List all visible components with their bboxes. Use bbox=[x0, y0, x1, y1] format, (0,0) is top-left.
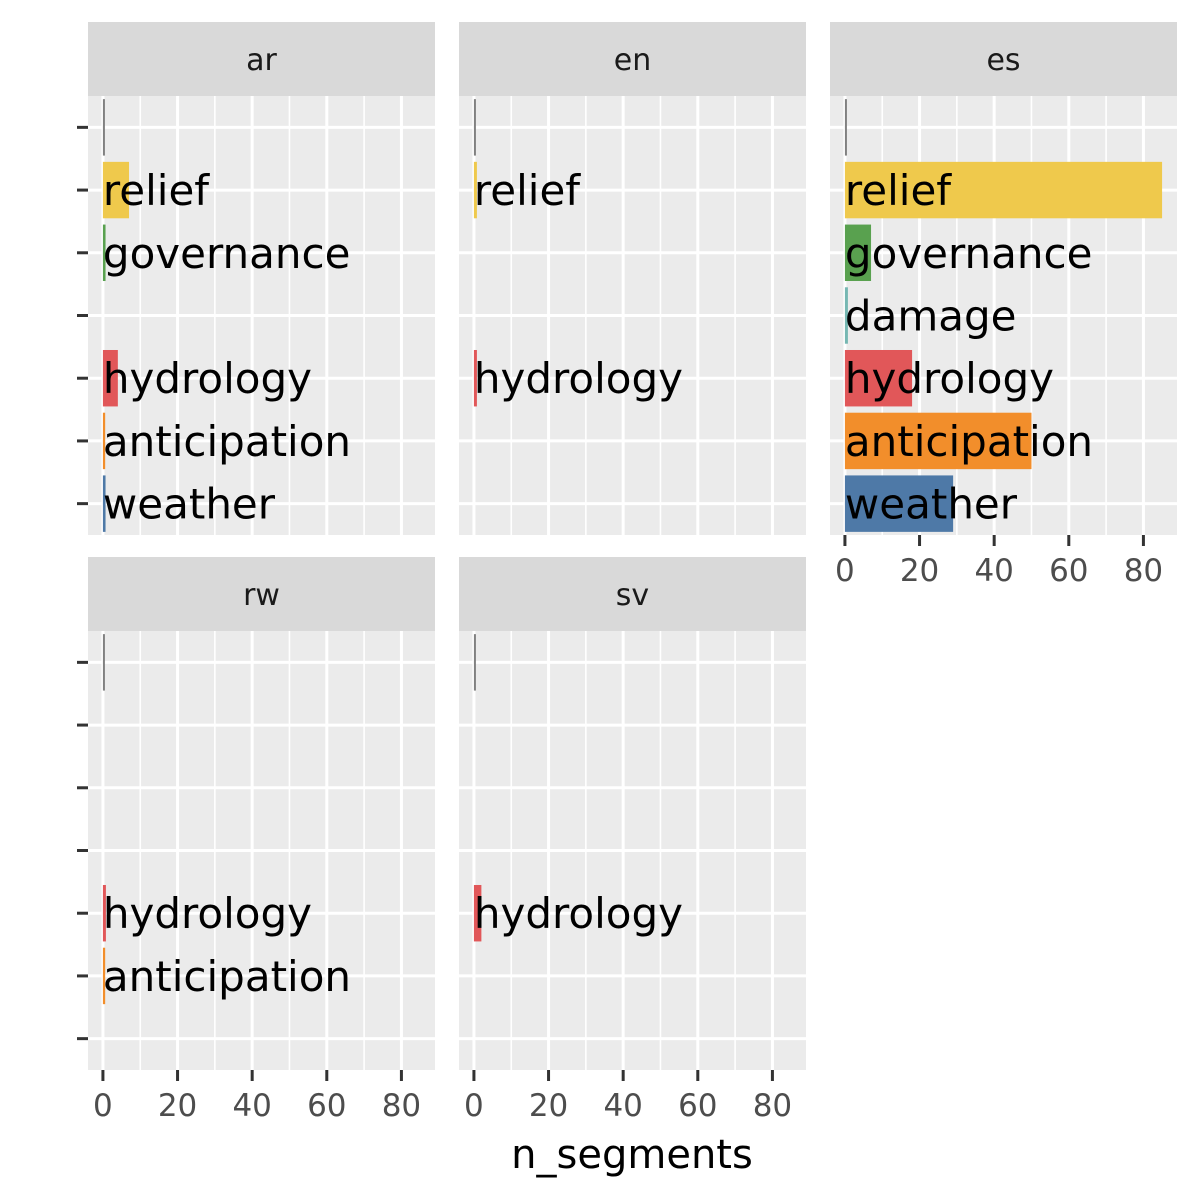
bar-governance bbox=[102, 224, 106, 282]
bar-hydrology bbox=[102, 884, 106, 942]
bar-hydrology bbox=[473, 349, 477, 407]
bar-relief bbox=[844, 161, 1163, 219]
bar-label: weather bbox=[845, 480, 1018, 529]
x-tick-label: 60 bbox=[678, 1088, 717, 1124]
bar-label: hydrology bbox=[845, 354, 1054, 403]
bar-anticipation bbox=[844, 412, 1032, 470]
bar-blank bbox=[102, 99, 105, 156]
bar-relief bbox=[473, 161, 477, 219]
facet-strip-label: sv bbox=[616, 578, 649, 613]
bar-label: governance bbox=[103, 229, 351, 278]
x-tick-label: 60 bbox=[307, 1088, 346, 1124]
bar-label: hydrology bbox=[474, 889, 683, 938]
x-tick-label: 80 bbox=[1124, 553, 1163, 589]
bar-blank bbox=[844, 99, 847, 156]
bar-label: damage bbox=[845, 292, 1017, 341]
facet-panel-rw: rw hydrology anticipation 0 20 40 60 80 bbox=[77, 557, 435, 1124]
x-axis-title: n_segments bbox=[511, 1132, 753, 1178]
facet-panel-en: en relief hydrology bbox=[459, 22, 806, 535]
bar-label: hydrology bbox=[103, 354, 312, 403]
x-tick-label: 80 bbox=[753, 1088, 792, 1124]
bar-governance bbox=[844, 224, 872, 282]
x-tick-label: 60 bbox=[1049, 553, 1088, 589]
facet-strip bbox=[88, 22, 435, 96]
bar-label: anticipation bbox=[103, 417, 351, 466]
facet-panel-sv: sv hydrology 0 20 40 60 80 bbox=[459, 557, 806, 1124]
facet-strip bbox=[459, 557, 806, 631]
bar-label: anticipation bbox=[845, 417, 1093, 466]
x-tick-label: 40 bbox=[232, 1088, 271, 1124]
bar-relief bbox=[102, 161, 130, 219]
bar-blank bbox=[473, 99, 476, 156]
bar-label: weather bbox=[103, 480, 276, 529]
bar-weather bbox=[844, 475, 954, 532]
x-tick-label: 0 bbox=[835, 553, 855, 589]
x-tick-label: 20 bbox=[529, 1088, 568, 1124]
x-tick-label: 0 bbox=[464, 1088, 484, 1124]
bar-damage bbox=[844, 287, 848, 344]
x-tick-label: 0 bbox=[93, 1088, 113, 1124]
bar-blank bbox=[473, 634, 476, 691]
facet-strip-label: es bbox=[986, 43, 1020, 78]
x-tick-label: 20 bbox=[158, 1088, 197, 1124]
facet-panel-ar: ar relief governance hydrology anticipation w… bbox=[77, 22, 435, 535]
bar-hydrology bbox=[844, 349, 913, 407]
bar-label: relief bbox=[103, 166, 210, 215]
x-tick-label: 80 bbox=[382, 1088, 421, 1124]
facet-panel-es: es relief governance damage hydrology anticip… bbox=[830, 22, 1177, 589]
facet-strip bbox=[459, 22, 806, 96]
facet-strip bbox=[88, 557, 435, 631]
facet-strip-label: rw bbox=[243, 578, 280, 613]
bar-label: relief bbox=[474, 166, 581, 215]
bar-label: hydrology bbox=[474, 354, 683, 403]
facet-strip bbox=[830, 22, 1177, 96]
x-tick-label: 40 bbox=[603, 1088, 642, 1124]
bar-anticipation bbox=[102, 412, 106, 470]
bar-hydrology bbox=[473, 884, 482, 942]
bar-label: anticipation bbox=[103, 952, 351, 1001]
x-tick-label: 20 bbox=[900, 553, 939, 589]
facet-strip-label: ar bbox=[246, 43, 277, 78]
x-tick-label: 40 bbox=[974, 553, 1013, 589]
bar-hydrology bbox=[102, 349, 118, 407]
bar-label: relief bbox=[845, 166, 952, 215]
bar-anticipation bbox=[102, 947, 106, 1005]
bar-weather bbox=[102, 475, 106, 532]
bar-label: hydrology bbox=[103, 889, 312, 938]
bar-blank bbox=[102, 634, 105, 691]
facet-strip-label: en bbox=[614, 43, 651, 78]
bar-label: governance bbox=[845, 229, 1093, 278]
